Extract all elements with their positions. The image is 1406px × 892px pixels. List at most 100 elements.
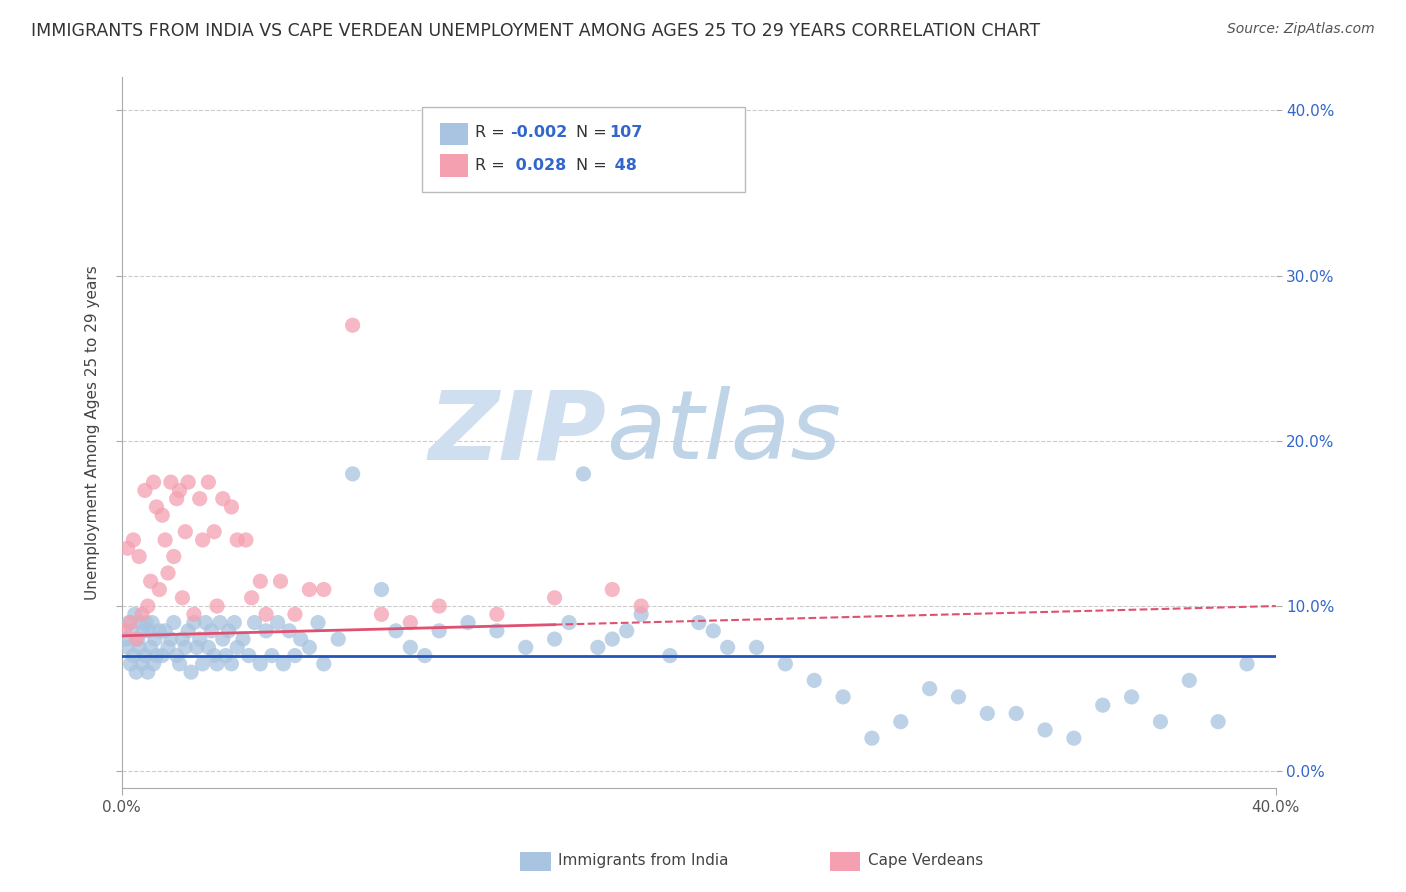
Point [543,591,565,605]
Point [270,574,292,589]
Point [128,549,150,564]
Point [312,582,335,597]
Point [485,607,508,622]
Point [135,615,157,630]
Point [120,615,142,630]
Point [260,648,283,663]
Point [688,615,710,630]
Point [114,624,136,638]
Point [370,582,392,597]
Point [172,591,194,605]
Point [342,467,364,481]
Point [145,500,167,514]
Text: ZIP: ZIP [429,386,606,479]
Point [177,475,200,490]
Point [558,615,581,630]
Point [427,624,450,638]
Point [205,657,228,671]
Point [1236,657,1258,671]
Point [183,607,205,622]
Text: N =: N = [576,126,607,140]
Point [399,615,422,630]
Point [183,615,205,630]
Point [221,500,243,514]
Text: Source: ZipAtlas.com: Source: ZipAtlas.com [1227,22,1375,37]
Point [1091,698,1114,713]
Point [172,632,194,646]
Point [122,533,145,547]
Point [128,640,150,655]
Point [166,648,188,663]
Text: 0.028: 0.028 [510,158,567,172]
Point [163,615,186,630]
Point [136,599,159,613]
Point [143,632,166,646]
Text: 107: 107 [609,126,643,140]
Text: Immigrants from India: Immigrants from India [558,854,728,868]
Point [235,533,257,547]
Point [1005,706,1028,721]
Point [266,615,288,630]
Point [191,657,214,671]
Point [142,657,165,671]
Point [131,657,153,671]
Point [600,632,623,646]
Point [775,657,797,671]
Point [1149,714,1171,729]
Point [890,714,912,729]
Text: N =: N = [576,158,607,172]
Point [243,615,266,630]
Point [148,582,170,597]
Point [188,632,211,646]
Point [232,632,254,646]
Point [948,690,970,704]
Point [153,624,176,638]
Point [240,591,263,605]
Point [307,615,329,630]
Point [138,624,160,638]
Y-axis label: Unemployment Among Ages 25 to 29 years: Unemployment Among Ages 25 to 29 years [86,265,100,600]
Point [134,648,156,663]
Point [224,615,246,630]
Point [659,648,682,663]
Point [125,632,148,646]
Point [226,640,249,655]
Point [290,632,312,646]
Point [208,615,231,630]
Point [117,541,139,556]
Point [572,467,595,481]
Point [197,640,219,655]
Point [457,615,479,630]
Point [150,508,173,523]
Point [399,640,422,655]
Point [186,640,208,655]
Point [238,648,260,663]
Point [131,607,153,622]
Point [139,640,162,655]
Point [298,582,321,597]
Point [1206,714,1229,729]
Point [188,491,211,506]
Point [284,607,307,622]
Point [515,640,537,655]
Text: atlas: atlas [606,386,842,479]
Point [136,665,159,679]
Point [150,648,173,663]
Point [166,491,188,506]
Point [160,632,183,646]
Point [124,607,146,622]
Text: IMMIGRANTS FROM INDIA VS CAPE VERDEAN UNEMPLOYMENT AMONG AGES 25 TO 29 YEARS COR: IMMIGRANTS FROM INDIA VS CAPE VERDEAN UN… [31,22,1040,40]
Point [249,657,271,671]
Point [586,640,609,655]
Point [156,640,179,655]
Point [284,648,307,663]
Point [413,648,436,663]
Point [156,566,179,580]
Point [174,640,197,655]
Point [702,624,724,638]
Point [385,624,408,638]
Point [197,475,219,490]
Point [226,533,249,547]
Point [125,665,148,679]
Point [918,681,941,696]
